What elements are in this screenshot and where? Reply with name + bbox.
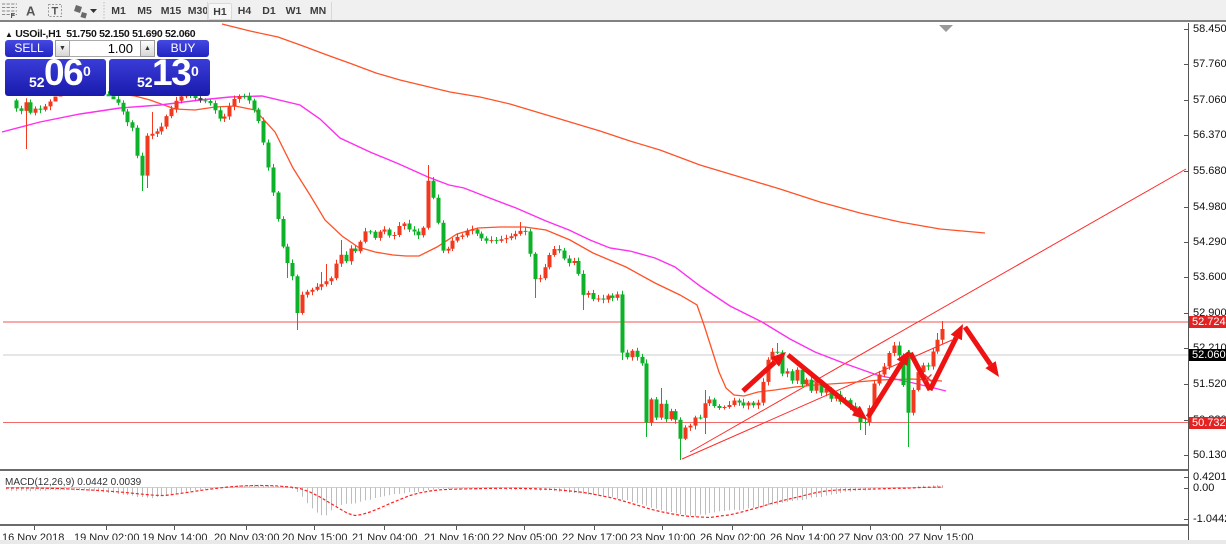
svg-text:T: T [52, 6, 59, 18]
svg-text:A: A [26, 4, 36, 19]
svg-text:F: F [11, 11, 16, 20]
